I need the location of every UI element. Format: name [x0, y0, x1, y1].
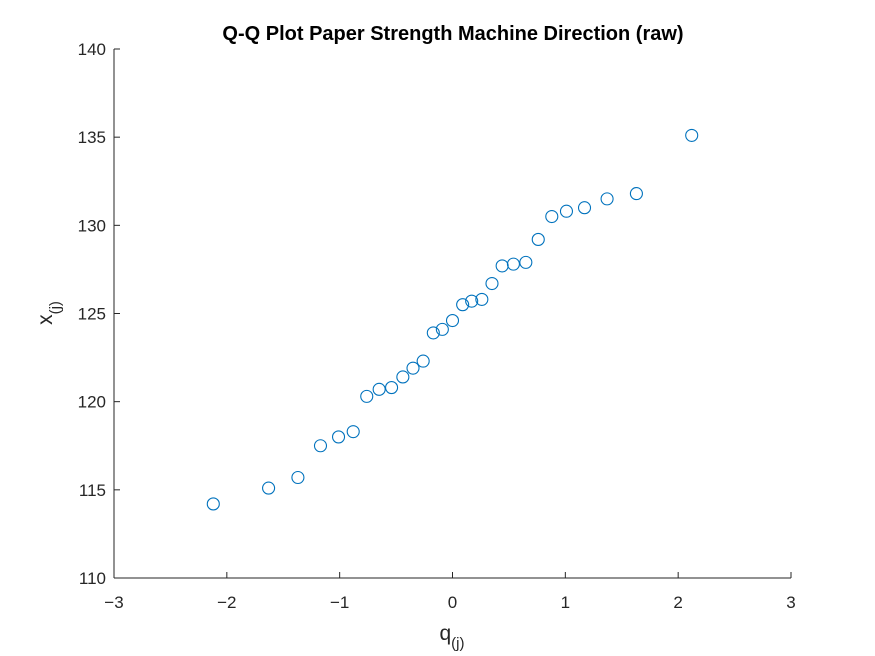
- x-tick-label: 3: [786, 593, 795, 612]
- x-tick-label: −3: [104, 593, 123, 612]
- data-point: [406, 361, 420, 375]
- y-tick-label: 140: [78, 40, 106, 59]
- data-point: [559, 204, 574, 218]
- y-tick-label: 135: [78, 128, 106, 147]
- data-point: [495, 259, 509, 273]
- y-axis-label-main: x: [34, 314, 57, 325]
- data-series: [206, 128, 699, 511]
- x-tick-label: 2: [673, 593, 682, 612]
- data-point: [291, 470, 305, 485]
- data-point: [485, 276, 499, 291]
- x-tick-label: 0: [448, 593, 457, 612]
- x-axis-ticks: −3 −2 −1 0 1 2 3: [104, 572, 796, 612]
- data-point: [372, 382, 386, 396]
- data-point: [426, 326, 440, 340]
- plot-area: −3 −2 −1 0 1 2 3 110 115 120 125 130 135 140: [78, 40, 796, 612]
- data-point: [456, 298, 470, 312]
- data-point: [313, 439, 328, 453]
- x-axis-label-sub: (j): [451, 635, 464, 652]
- data-point: [331, 430, 346, 444]
- data-point: [577, 201, 592, 215]
- x-tick-label: −2: [217, 593, 236, 612]
- x-axis-label-main: q: [439, 622, 451, 645]
- data-point: [360, 389, 374, 403]
- data-point: [445, 314, 460, 328]
- y-tick-label: 110: [79, 569, 106, 588]
- y-axis-label: x(j): [34, 301, 64, 325]
- y-axis-ticks: 110 115 120 125 130 135 140: [78, 40, 120, 588]
- data-point: [519, 255, 533, 269]
- data-point: [206, 497, 220, 511]
- data-point: [685, 128, 699, 142]
- data-point: [435, 322, 449, 336]
- data-point: [506, 257, 520, 271]
- y-tick-label: 120: [78, 393, 106, 412]
- data-point: [475, 292, 489, 306]
- data-point: [629, 187, 643, 201]
- y-tick-label: 125: [78, 305, 106, 324]
- data-point: [465, 294, 479, 308]
- data-point: [396, 370, 410, 384]
- x-tick-label: −1: [330, 593, 349, 612]
- chart-title: Q-Q Plot Paper Strength Machine Directio…: [222, 23, 683, 45]
- data-point: [545, 209, 559, 224]
- y-axis-label-sub: (j): [47, 301, 64, 314]
- data-point: [531, 232, 545, 246]
- x-tick-label: 1: [561, 593, 570, 612]
- data-point: [385, 381, 399, 395]
- x-axis-label: q(j): [439, 622, 464, 652]
- y-tick-label: 130: [78, 216, 106, 235]
- data-point: [346, 425, 360, 439]
- y-tick-label: 115: [79, 481, 106, 500]
- data-point: [416, 354, 430, 368]
- data-point: [600, 192, 614, 206]
- data-point: [262, 481, 276, 495]
